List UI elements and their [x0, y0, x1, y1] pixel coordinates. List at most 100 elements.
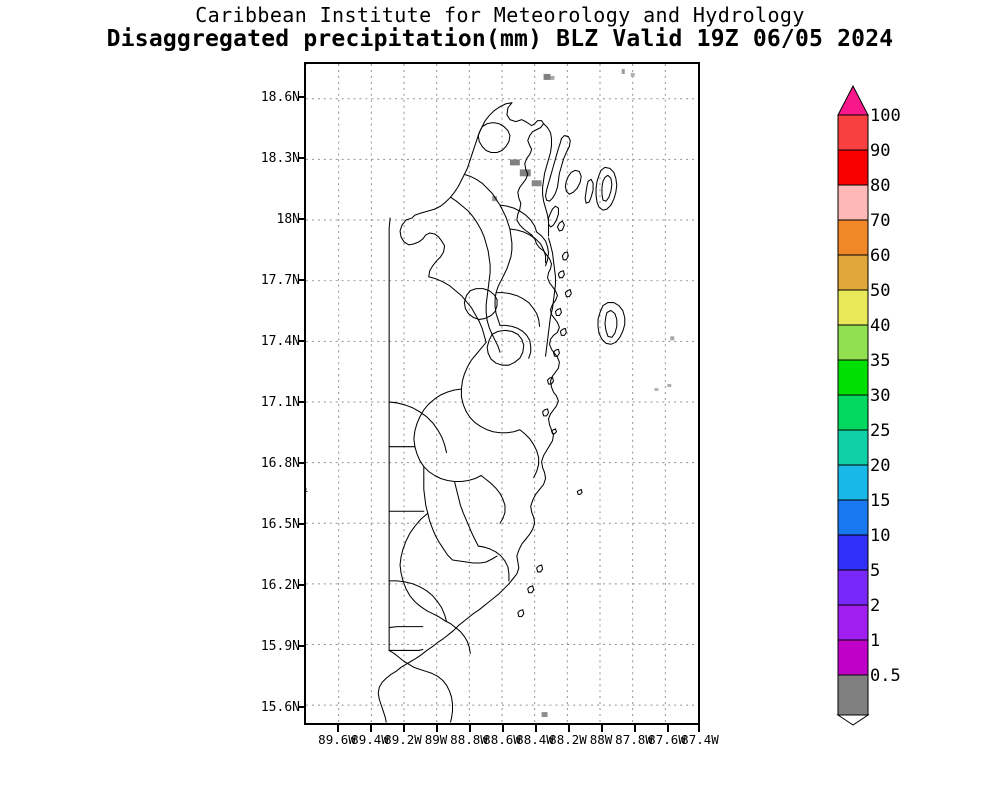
- colorbar-label-60: 60: [870, 246, 891, 266]
- belize-map-canvas: [306, 64, 698, 723]
- colorbar-swatches: [836, 84, 870, 726]
- page-title: Disaggregated precipitation(mm) BLZ Vali…: [106, 26, 894, 52]
- x-axis-label-11: 87.4W: [681, 732, 719, 747]
- colorbar-under-triangle: [836, 714, 870, 726]
- colorbar-cell-40: [837, 324, 869, 361]
- x-axis-label-7: 88.2W: [549, 732, 587, 747]
- barrier-reef-cays-north: [564, 169, 582, 195]
- y-tick-5: [298, 401, 305, 403]
- glovers-reef: [597, 302, 626, 345]
- interior-lake-2: [486, 329, 525, 366]
- colorbar-label-20: 20: [870, 456, 891, 476]
- southern-district-boundary: [388, 580, 448, 623]
- title-block: Caribbean Institute for Meteorology and …: [0, 4, 1000, 52]
- y-tick-7: [298, 523, 305, 525]
- reef-cay-cluster-7: [552, 348, 560, 357]
- x-axis-label-3: 89W: [424, 732, 448, 747]
- x-tick-4: [469, 725, 471, 732]
- colorbar-label-50: 50: [870, 281, 891, 301]
- y-tick-4: [298, 340, 305, 342]
- reef-cay-cluster-5: [554, 307, 562, 316]
- y-tick-9: [298, 645, 305, 647]
- y-axis-label-6: 16.8N: [260, 456, 300, 471]
- colorbar-label-2: 2: [870, 596, 881, 616]
- colorbar: 100 90 80 70 60 50 40 35 30 25 20 15 10 …: [832, 84, 982, 734]
- y-axis-label-5: 17.1N: [260, 395, 300, 410]
- colorbar-label-70: 70: [870, 211, 891, 231]
- cayo-boundary: [388, 401, 448, 454]
- x-tick-2: [403, 725, 405, 732]
- y-tick-3: [298, 279, 305, 281]
- map-plot-frame: [304, 62, 700, 725]
- colorbar-cell-30: [837, 394, 869, 431]
- x-tick-10: [667, 725, 669, 732]
- reef-cay-cluster-1: [556, 220, 565, 232]
- x-tick-1: [370, 725, 372, 732]
- reef-cay-cluster-10: [550, 428, 557, 435]
- belize-coastline-and-borders: [306, 64, 626, 723]
- colorbar-cell-60: [837, 254, 869, 291]
- colorbar-cell-5: [837, 569, 869, 606]
- y-axis-label-8: 16.2N: [260, 578, 300, 593]
- colorbar-cell-0.5: [837, 674, 869, 716]
- colorbar-cell-70: [837, 219, 869, 256]
- y-axis-label-2: 18N: [276, 212, 300, 227]
- colorbar-label-40: 40: [870, 316, 891, 336]
- interior-district-boundary-3: [428, 276, 487, 343]
- x-axis-label-2: 89.2W: [384, 732, 422, 747]
- interior-district-boundary-7: [423, 466, 454, 561]
- toledo-coastal-detail: [426, 610, 471, 654]
- colorbar-label-30: 30: [870, 386, 891, 406]
- ambergris-caye: [545, 135, 571, 202]
- reef-cay-cluster-4: [564, 289, 572, 298]
- turneffe-inner: [601, 174, 613, 202]
- reef-cay-cluster-2: [561, 251, 569, 261]
- colorbar-cell-1: [837, 639, 869, 676]
- colorbar-cell-50: [837, 289, 869, 326]
- precipitation-cells: [492, 68, 675, 718]
- interior-lake-1: [463, 288, 498, 320]
- y-tick-2: [298, 218, 305, 220]
- colorbar-label-90: 90: [870, 141, 891, 161]
- belize-western-vertical-boundary: [388, 217, 391, 651]
- x-tick-7: [568, 725, 570, 732]
- x-tick-6: [535, 725, 537, 732]
- stann-creek-boundary: [451, 555, 498, 564]
- colorbar-label-35: 35: [870, 351, 891, 371]
- colorbar-label-25: 25: [870, 421, 891, 441]
- caye-caulker: [548, 205, 559, 228]
- x-axis-label-8: 88W: [589, 732, 613, 747]
- y-tick-8: [298, 584, 305, 586]
- orange-walk-boundary: [509, 228, 547, 264]
- reef-line-central: [545, 237, 556, 357]
- x-tick-11: [698, 725, 700, 732]
- coastal-lagoon-south: [480, 474, 506, 524]
- x-tick-0: [337, 725, 339, 732]
- y-axis-label-0: 18.6N: [260, 90, 300, 105]
- colorbar-label-100: 100: [870, 106, 901, 126]
- colorbar-cell-10: [837, 534, 869, 571]
- y-axis-label-10: 15.6N: [260, 700, 300, 715]
- colorbar-cell-15: [837, 499, 869, 536]
- interior-district-boundary-4: [460, 341, 521, 434]
- guatemala-border-south: [388, 626, 424, 629]
- colorbar-cell-2: [837, 604, 869, 641]
- belize-southwest-corner: [388, 648, 424, 651]
- reef-cay-cluster-11: [576, 488, 583, 495]
- colorbar-over-triangle: [837, 84, 869, 116]
- institute-title: Caribbean Institute for Meteorology and …: [195, 3, 805, 27]
- colorbar-cell-25: [837, 429, 869, 466]
- x-tick-9: [634, 725, 636, 732]
- reef-cay-cluster-8: [547, 376, 554, 385]
- colorbar-label-0.5: 0.5: [870, 666, 901, 686]
- colorbar-label-15: 15: [870, 491, 891, 511]
- colorbar-label-80: 80: [870, 176, 891, 196]
- southern-cays-3: [517, 609, 525, 618]
- northern-lagoon-outline: [477, 122, 511, 153]
- interior-district-boundary-2: [450, 196, 501, 353]
- y-axis-label-7: 16.5N: [260, 517, 300, 532]
- x-axis-label-1: 89.4W: [351, 732, 389, 747]
- y-tick-10: [298, 706, 305, 708]
- colorbar-label-1: 1: [870, 631, 881, 651]
